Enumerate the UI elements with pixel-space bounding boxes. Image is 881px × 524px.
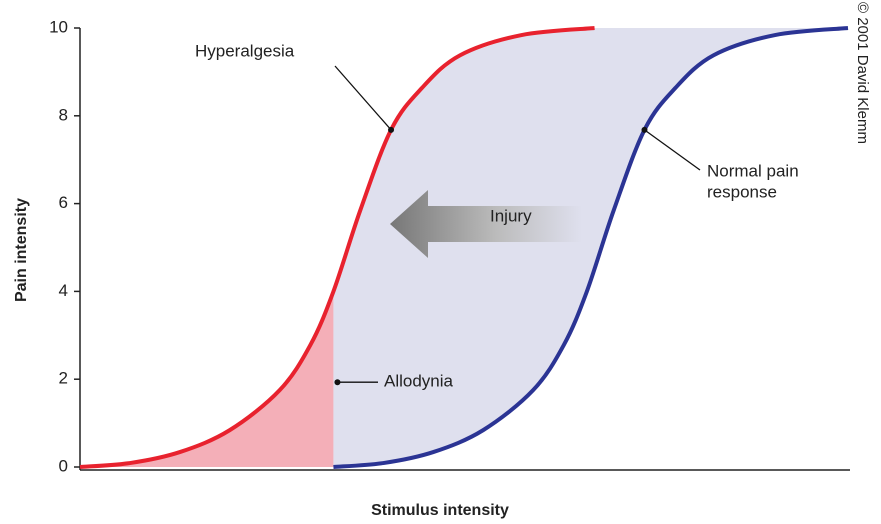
annotation: Allodynia	[384, 372, 454, 391]
leader-dot	[388, 126, 395, 133]
curve	[333, 26, 849, 469]
x-axis-label: Stimulus intensity	[371, 502, 509, 519]
series-label: Hyperalgesia	[195, 41, 295, 60]
y-axis-label: Pain intensity	[13, 198, 30, 302]
series-label: response	[707, 182, 777, 201]
y-tick-label: 4	[59, 281, 68, 300]
leader-line	[334, 65, 392, 131]
y-tick-label: 8	[59, 105, 68, 124]
injury-label: Injury	[490, 206, 532, 225]
y-tick-label: 10	[49, 17, 68, 36]
allodynia-area	[80, 291, 334, 467]
hyperalgesia-area	[333, 28, 848, 467]
series-label: Normal pain	[707, 161, 799, 180]
curve	[79, 26, 595, 469]
credit: © 2001 David Klemm	[854, 2, 871, 144]
y-tick-label: 2	[59, 369, 68, 388]
y-tick-label: 6	[59, 193, 68, 212]
leader-dot	[641, 126, 648, 133]
leader-line	[644, 129, 701, 171]
injury-arrow	[390, 190, 582, 258]
y-tick-label: 0	[59, 456, 68, 475]
